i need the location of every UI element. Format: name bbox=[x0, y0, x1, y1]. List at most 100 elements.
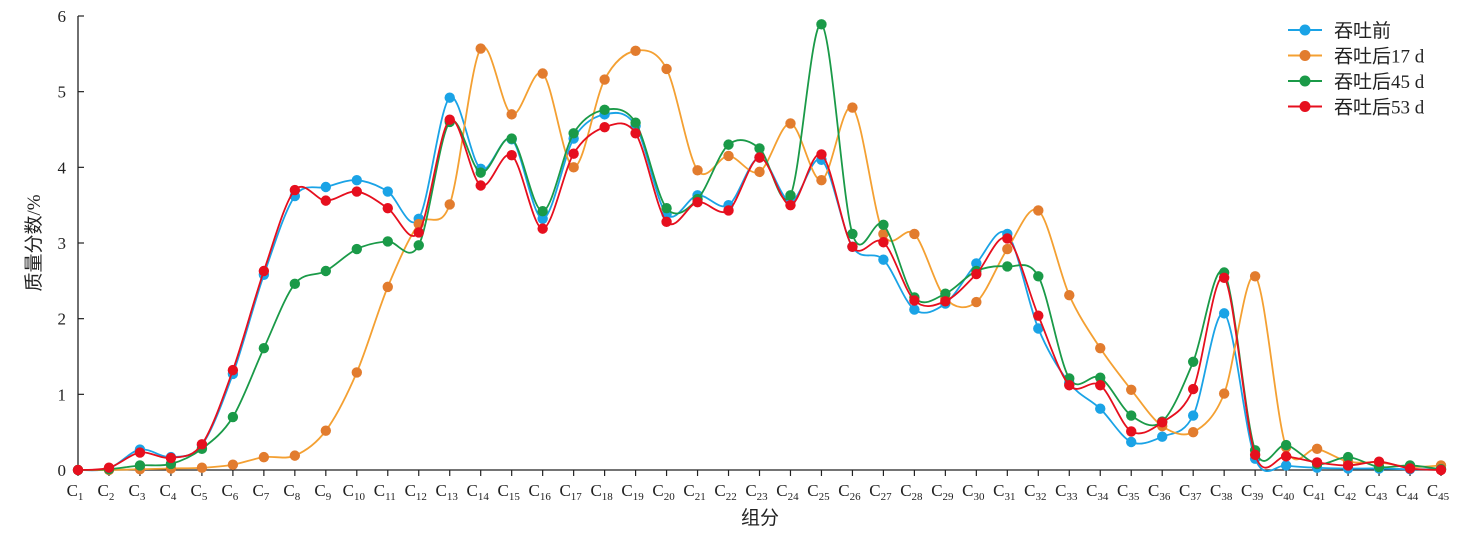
data-point bbox=[351, 367, 362, 378]
data-point bbox=[320, 265, 332, 277]
data-point bbox=[506, 150, 517, 161]
x-tick-label: C42 bbox=[1334, 481, 1356, 503]
data-point bbox=[1187, 410, 1199, 421]
data-point bbox=[754, 143, 765, 154]
x-tick-label: C32 bbox=[1024, 481, 1046, 503]
y-tick-label: 1 bbox=[58, 385, 67, 404]
y-tick-label: 6 bbox=[58, 7, 67, 26]
data-point bbox=[878, 219, 889, 231]
x-tick-label: C2 bbox=[98, 481, 115, 503]
x-tick-label: C30 bbox=[962, 481, 985, 503]
data-point bbox=[1218, 388, 1230, 399]
x-tick-label: C15 bbox=[498, 481, 521, 503]
data-point bbox=[1095, 372, 1106, 383]
data-point bbox=[1187, 426, 1199, 438]
data-point bbox=[1095, 342, 1106, 354]
data-point bbox=[134, 447, 146, 458]
x-tick-label: C43 bbox=[1365, 481, 1388, 503]
data-point bbox=[754, 166, 765, 178]
data-point bbox=[258, 265, 270, 277]
data-point bbox=[723, 139, 734, 150]
x-tick-label: C10 bbox=[343, 481, 366, 503]
data-point bbox=[227, 459, 239, 470]
data-point bbox=[878, 254, 889, 265]
data-point bbox=[940, 296, 951, 307]
data-point bbox=[537, 223, 548, 234]
data-point bbox=[351, 243, 362, 255]
x-tick-label: C41 bbox=[1303, 481, 1325, 503]
data-point bbox=[1373, 456, 1385, 467]
data-point bbox=[723, 205, 734, 216]
legend-marker bbox=[1299, 101, 1311, 112]
data-point bbox=[382, 281, 393, 293]
data-point bbox=[816, 174, 827, 186]
data-point bbox=[661, 63, 672, 75]
x-tick-label: C6 bbox=[221, 481, 238, 503]
data-point bbox=[103, 462, 115, 473]
legend-label: 吞吐后17 d bbox=[1334, 46, 1425, 68]
data-point bbox=[1033, 205, 1044, 216]
legend-marker bbox=[1299, 50, 1311, 61]
x-tick-label: C36 bbox=[1148, 481, 1171, 503]
data-point bbox=[1280, 439, 1292, 451]
data-point bbox=[723, 150, 734, 162]
legend-item: 吞吐前 bbox=[1288, 20, 1391, 42]
data-point bbox=[351, 174, 362, 186]
x-tick-label: C29 bbox=[931, 481, 954, 503]
data-point bbox=[196, 462, 208, 473]
data-point bbox=[1002, 233, 1013, 244]
legend-label: 吞吐后45 d bbox=[1334, 71, 1425, 93]
data-point bbox=[351, 186, 362, 197]
data-point bbox=[971, 296, 982, 308]
x-tick-label: C8 bbox=[283, 481, 300, 503]
data-point bbox=[878, 228, 889, 240]
series-line bbox=[77, 23, 1442, 471]
data-point bbox=[227, 364, 239, 376]
series-2 bbox=[72, 43, 1447, 476]
x-tick-label: C14 bbox=[467, 481, 490, 503]
data-point bbox=[630, 128, 641, 139]
legend-label: 吞吐前 bbox=[1334, 20, 1391, 42]
data-point bbox=[1249, 449, 1261, 461]
x-tick-label: C33 bbox=[1055, 481, 1078, 503]
data-point bbox=[692, 196, 703, 208]
series-3 bbox=[72, 19, 1447, 476]
x-tick-label: C39 bbox=[1241, 481, 1264, 503]
data-point bbox=[1033, 271, 1044, 282]
data-point bbox=[878, 237, 889, 248]
data-point bbox=[847, 102, 858, 113]
data-point bbox=[1187, 383, 1199, 395]
data-point bbox=[1218, 272, 1230, 284]
x-tick-label: C19 bbox=[621, 481, 644, 503]
data-point bbox=[475, 43, 486, 54]
x-tick-label: C22 bbox=[714, 481, 736, 503]
data-point bbox=[475, 167, 486, 178]
x-tick-label: C18 bbox=[590, 481, 613, 503]
y-tick-label: 2 bbox=[58, 310, 67, 329]
x-tick-label: C35 bbox=[1117, 481, 1140, 503]
data-point bbox=[599, 122, 610, 133]
legend-marker bbox=[1299, 75, 1311, 87]
data-point bbox=[413, 240, 424, 251]
data-point bbox=[258, 342, 270, 354]
data-point bbox=[661, 202, 672, 214]
x-axis-label: 组分 bbox=[741, 507, 779, 529]
data-point bbox=[1280, 460, 1292, 471]
data-point bbox=[320, 195, 332, 206]
data-point bbox=[847, 241, 858, 252]
x-tick-label: C27 bbox=[869, 481, 892, 503]
data-point bbox=[1002, 243, 1013, 255]
legend-item: 吞吐后17 d bbox=[1288, 46, 1425, 68]
data-point bbox=[1126, 384, 1137, 395]
data-point bbox=[72, 464, 84, 476]
x-tick-label: C44 bbox=[1396, 481, 1419, 503]
data-point bbox=[196, 439, 208, 450]
data-point bbox=[909, 295, 920, 306]
data-point bbox=[444, 199, 455, 210]
x-tick-label: C3 bbox=[129, 481, 146, 503]
data-point bbox=[382, 202, 393, 214]
x-tick-label: C34 bbox=[1086, 481, 1109, 503]
legend-label: 吞吐后53 d bbox=[1334, 97, 1425, 119]
data-point bbox=[289, 184, 301, 196]
x-tick-label: C4 bbox=[160, 481, 177, 503]
